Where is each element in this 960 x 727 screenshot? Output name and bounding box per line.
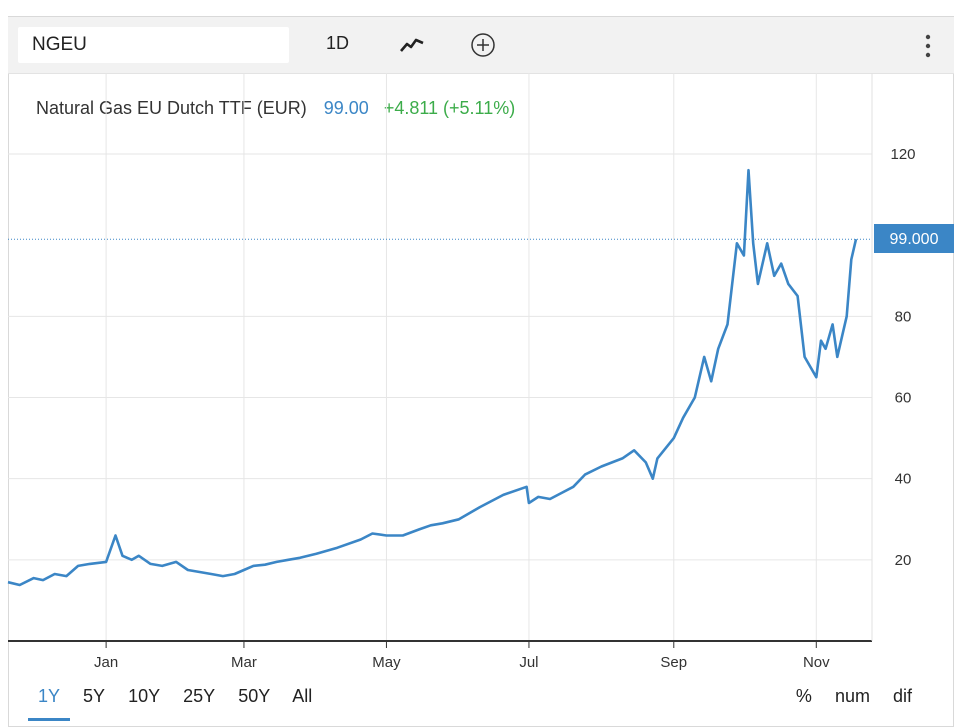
chart-grid bbox=[8, 73, 872, 641]
vertical-dots-icon[interactable] bbox=[924, 33, 932, 59]
x-tick-label: Mar bbox=[231, 654, 257, 671]
x-axis: Jan Mar May Jul Sep Nov bbox=[94, 641, 830, 671]
x-tick-label: Jan bbox=[94, 654, 118, 671]
toolbar: NGEU 1D bbox=[8, 17, 954, 74]
y-tick-label: 20 bbox=[895, 552, 912, 569]
range-50y[interactable]: 50Y bbox=[238, 686, 271, 706]
legend-name: Natural Gas EU Dutch TTF (EUR) bbox=[36, 98, 307, 118]
symbol-input[interactable]: NGEU bbox=[18, 27, 289, 63]
y-tick-label: 40 bbox=[895, 471, 912, 488]
x-tick-label: Nov bbox=[803, 654, 830, 671]
range-1y[interactable]: 1Y bbox=[38, 686, 61, 706]
legend-price: 99.00 bbox=[323, 98, 369, 118]
mode-selector: % num dif bbox=[778, 686, 912, 707]
y-tick-label: 120 bbox=[890, 146, 915, 163]
price-tag: 99.000 bbox=[874, 224, 954, 253]
mode-dif[interactable]: dif bbox=[892, 686, 912, 706]
chart-legend: Natural Gas EU Dutch TTF (EUR) 99.00 +4.… bbox=[36, 98, 515, 119]
y-tick-label: 60 bbox=[895, 390, 912, 407]
price-line bbox=[7, 168, 858, 587]
range-10y[interactable]: 10Y bbox=[128, 686, 161, 706]
x-tick-label: May bbox=[372, 654, 401, 671]
range-selector: 1Y 5Y 10Y 25Y 50Y All bbox=[38, 686, 330, 707]
range-25y[interactable]: 25Y bbox=[183, 686, 216, 706]
y-axis: 20 40 60 80 120 bbox=[890, 146, 915, 569]
plus-circle-icon[interactable] bbox=[469, 31, 497, 59]
y-tick-label: 80 bbox=[895, 308, 912, 325]
price-tag-label: 99.000 bbox=[890, 231, 939, 248]
range-all[interactable]: All bbox=[292, 686, 313, 706]
mode-percent[interactable]: % bbox=[795, 686, 812, 706]
interval-button[interactable]: 1D bbox=[326, 33, 350, 53]
price-tag-bg bbox=[874, 224, 954, 253]
line-chart-icon[interactable] bbox=[398, 31, 426, 59]
range-5y[interactable]: 5Y bbox=[83, 686, 106, 706]
x-tick-label: Jul bbox=[519, 654, 538, 671]
legend-change: +4.811 (+5.11%) bbox=[383, 98, 516, 118]
mode-num[interactable]: num bbox=[834, 686, 870, 706]
active-range-indicator bbox=[28, 718, 70, 721]
x-tick-label: Sep bbox=[660, 654, 687, 671]
